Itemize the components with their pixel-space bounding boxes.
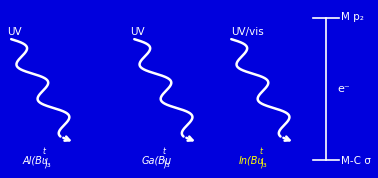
Text: t: t (162, 147, 165, 156)
Text: t: t (259, 147, 262, 156)
Text: e⁻: e⁻ (338, 84, 350, 94)
Text: )₃: )₃ (162, 158, 170, 168)
Text: Ga(Bu: Ga(Bu (142, 156, 172, 166)
Text: )₃: )₃ (259, 158, 267, 168)
Text: M p₂: M p₂ (341, 12, 364, 22)
Text: UV: UV (130, 27, 145, 37)
Text: Al(Bu: Al(Bu (22, 156, 48, 166)
Text: t: t (43, 147, 46, 156)
Text: In(Bu: In(Bu (239, 156, 264, 166)
Text: )₃: )₃ (43, 158, 51, 168)
Text: UV: UV (8, 27, 22, 37)
Text: M-C σ: M-C σ (341, 156, 371, 166)
Text: UV/vis: UV/vis (231, 27, 264, 37)
